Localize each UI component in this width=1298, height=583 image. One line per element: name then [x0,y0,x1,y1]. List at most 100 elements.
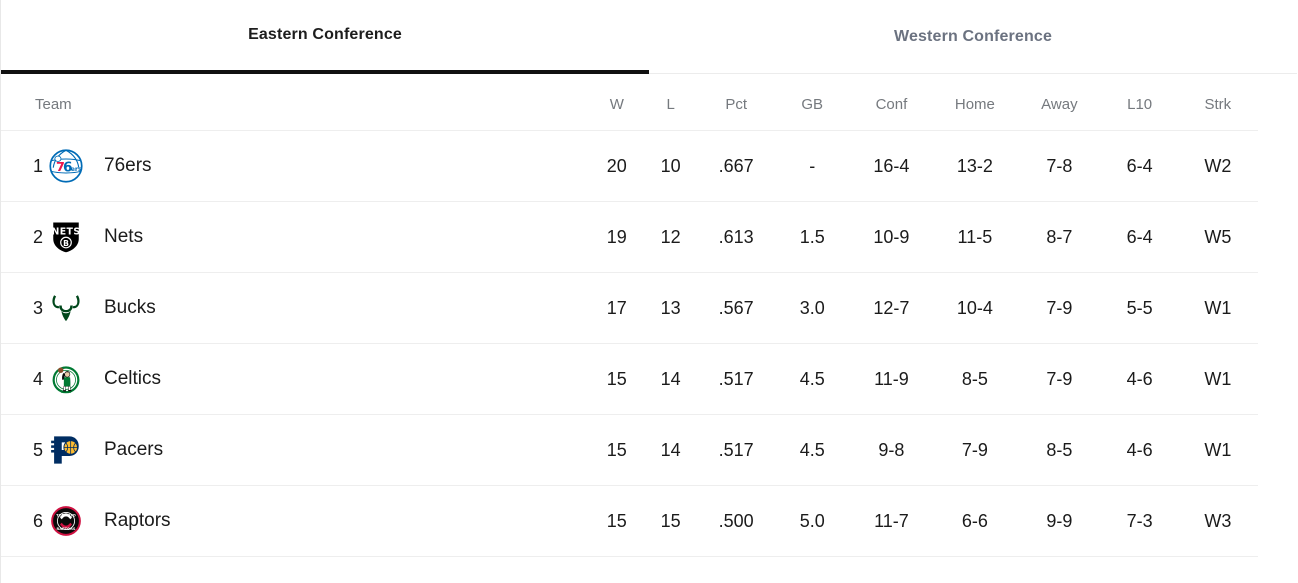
standings-table-head: Team W L Pct GB Conf Home Away L10 Strk [1,78,1258,131]
team-name: Nets [104,226,144,247]
cell-away-record: 7-9 [1017,272,1102,344]
svg-text:ers: ers [71,165,82,173]
table-row[interactable]: 2 NETS B Nets 19 12.613 1.5 10-9 11-5 8-7 6-4 W5 [1,201,1258,273]
bucks-logo [43,291,89,325]
cell-home-record: 13-2 [932,130,1018,202]
cell-games-back: 5.0 [774,485,851,557]
svg-text:7: 7 [56,160,65,175]
table-row[interactable]: 3 Bucks 17 13.567 3.0 12-7 10-4 7-9 5-5 W1 [1,272,1258,344]
column-header-wins[interactable]: W [590,78,644,131]
cell-team[interactable]: 6 TORONTO RAPTORS Raptors [1,485,591,557]
column-header-team[interactable]: Team [1,78,591,131]
cell-streak: W1 [1177,414,1258,486]
cell-wins: 15 [590,343,644,415]
team-name: 76ers [104,155,152,176]
cell-away-record: 7-8 [1017,130,1102,202]
cell-last-ten-record: 4-6 [1101,414,1178,486]
team-rank: 6 [32,510,43,531]
cell-games-back: 4.5 [774,343,851,415]
cell-home-record: 11-5 [932,201,1018,273]
tab-western-conference-label: Western Conference [893,27,1052,45]
svg-text:RAPTORS: RAPTORS [57,527,76,531]
team-cell: 1 7 6 ers 76ers [1,131,590,201]
pacers-logo [43,433,89,467]
team-cell: 2 NETS B Nets [1,202,590,272]
column-header-streak[interactable]: Strk [1177,78,1258,131]
cell-losses: 13 [643,272,699,344]
cell-streak: W5 [1177,201,1258,273]
cell-losses: 14 [643,414,699,486]
team-name: Raptors [104,510,171,531]
cell-conference-record: 9-8 [850,414,933,486]
celtics-logo: CELTICS [43,362,89,396]
cell-home-record: 8-5 [932,343,1018,415]
cell-losses: 15 [643,485,699,557]
column-header-losses[interactable]: L [643,78,699,131]
cell-games-back: 3.0 [774,272,851,344]
table-row[interactable]: 1 7 6 ers 76ers 20 10.667-16-4 13-2 7-8 6-4 W2 [1,130,1258,202]
team-rank: 2 [32,226,43,247]
standings-table: Team W L Pct GB Conf Home Away L10 Strk … [1,78,1258,557]
cell-wins: 17 [590,272,644,344]
cell-team[interactable]: 5 Pacers [1,414,591,486]
team-name: Bucks [104,297,156,318]
cell-win-pct: .667 [698,130,775,202]
cell-losses: 10 [643,130,699,202]
cell-streak: W1 [1177,272,1258,344]
column-header-conf[interactable]: Conf [850,78,933,131]
cell-wins: 15 [590,414,644,486]
svg-text:NETS: NETS [51,226,80,237]
tab-western-conference[interactable]: Western Conference [649,0,1297,74]
cell-last-ten-record: 4-6 [1101,343,1178,415]
cell-games-back: 1.5 [774,201,851,273]
cell-home-record: 7-9 [932,414,1018,486]
svg-text:B: B [63,239,69,248]
cell-wins: 19 [590,201,644,273]
cell-conference-record: 10-9 [850,201,933,273]
cell-last-ten-record: 6-4 [1101,130,1178,202]
standings-table-wrapper: Team W L Pct GB Conf Home Away L10 Strk … [1,78,1297,557]
column-header-away[interactable]: Away [1017,78,1102,131]
cell-team[interactable]: 1 7 6 ers 76ers [1,130,591,202]
cell-home-record: 10-4 [932,272,1018,344]
cell-conference-record: 12-7 [850,272,933,344]
sixers-logo: 7 6 ers [43,149,89,183]
team-name: Pacers [104,439,164,460]
conference-tabs: Eastern Conference Western Conference [1,0,1297,78]
table-row[interactable]: 6 TORONTO RAPTORS Raptors 15 15.500 5.0 11-7… [1,485,1258,557]
table-header-row: Team W L Pct GB Conf Home Away L10 Strk [1,78,1258,131]
cell-team[interactable]: 2 NETS B Nets [1,201,591,273]
tab-eastern-conference-label: Eastern Conference [248,26,402,43]
cell-conference-record: 11-7 [850,485,933,557]
column-header-home[interactable]: Home [932,78,1018,131]
cell-win-pct: .500 [698,485,775,557]
table-row[interactable]: 4 CELTICS Celtics 15 14.517 4.5 11-9 8-5 7-9 4-… [1,343,1258,415]
team-rank: 3 [32,297,43,318]
svg-text:TORONTO: TORONTO [56,514,76,518]
cell-win-pct: .517 [698,343,775,415]
svg-text:CELTICS: CELTICS [61,390,72,394]
column-header-last-ten[interactable]: L10 [1101,78,1178,131]
team-name: Celtics [104,368,162,389]
cell-games-back: 4.5 [774,414,851,486]
cell-wins: 15 [590,485,644,557]
cell-games-back: - [774,130,851,202]
team-rank: 5 [32,439,43,460]
column-header-games-back[interactable]: GB [774,78,851,131]
cell-last-ten-record: 5-5 [1101,272,1178,344]
cell-last-ten-record: 6-4 [1101,201,1178,273]
column-header-pct[interactable]: Pct [698,78,775,131]
cell-team[interactable]: 4 CELTICS Celtics [1,343,591,415]
cell-wins: 20 [590,130,644,202]
table-row[interactable]: 5 Pacers 15 14.517 4.5 9-8 7-9 8-5 4-6 W1 [1,414,1258,486]
cell-streak: W3 [1177,485,1258,557]
tab-eastern-conference[interactable]: Eastern Conference [1,0,649,74]
nets-logo: NETS B [43,220,89,254]
cell-away-record: 8-5 [1017,414,1102,486]
cell-conference-record: 11-9 [850,343,933,415]
team-cell: 3 Bucks [1,273,590,343]
cell-team[interactable]: 3 Bucks [1,272,591,344]
team-cell: 6 TORONTO RAPTORS Raptors [1,486,590,556]
cell-win-pct: .567 [698,272,775,344]
